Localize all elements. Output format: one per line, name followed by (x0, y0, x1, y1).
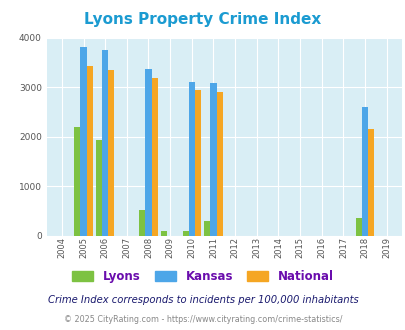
Legend: Lyons, Kansas, National: Lyons, Kansas, National (67, 265, 338, 287)
Text: © 2025 CityRating.com - https://www.cityrating.com/crime-statistics/: © 2025 CityRating.com - https://www.city… (64, 315, 341, 324)
Bar (161, 231, 167, 236)
Bar (86, 66, 92, 236)
Bar (182, 231, 188, 236)
Bar (216, 92, 222, 236)
Bar (188, 82, 194, 236)
Bar (367, 129, 373, 236)
Bar (151, 78, 157, 236)
Bar (74, 127, 80, 236)
Bar (108, 70, 114, 236)
Bar (139, 210, 145, 236)
Bar (204, 221, 210, 236)
Bar (96, 141, 102, 236)
Bar (210, 83, 216, 236)
Text: Lyons Property Crime Index: Lyons Property Crime Index (84, 12, 321, 26)
Bar (361, 107, 367, 236)
Bar (80, 48, 86, 236)
Text: Crime Index corresponds to incidents per 100,000 inhabitants: Crime Index corresponds to incidents per… (47, 295, 358, 305)
Bar (355, 218, 361, 236)
Bar (194, 90, 200, 236)
Bar (145, 69, 151, 236)
Bar (102, 50, 108, 236)
